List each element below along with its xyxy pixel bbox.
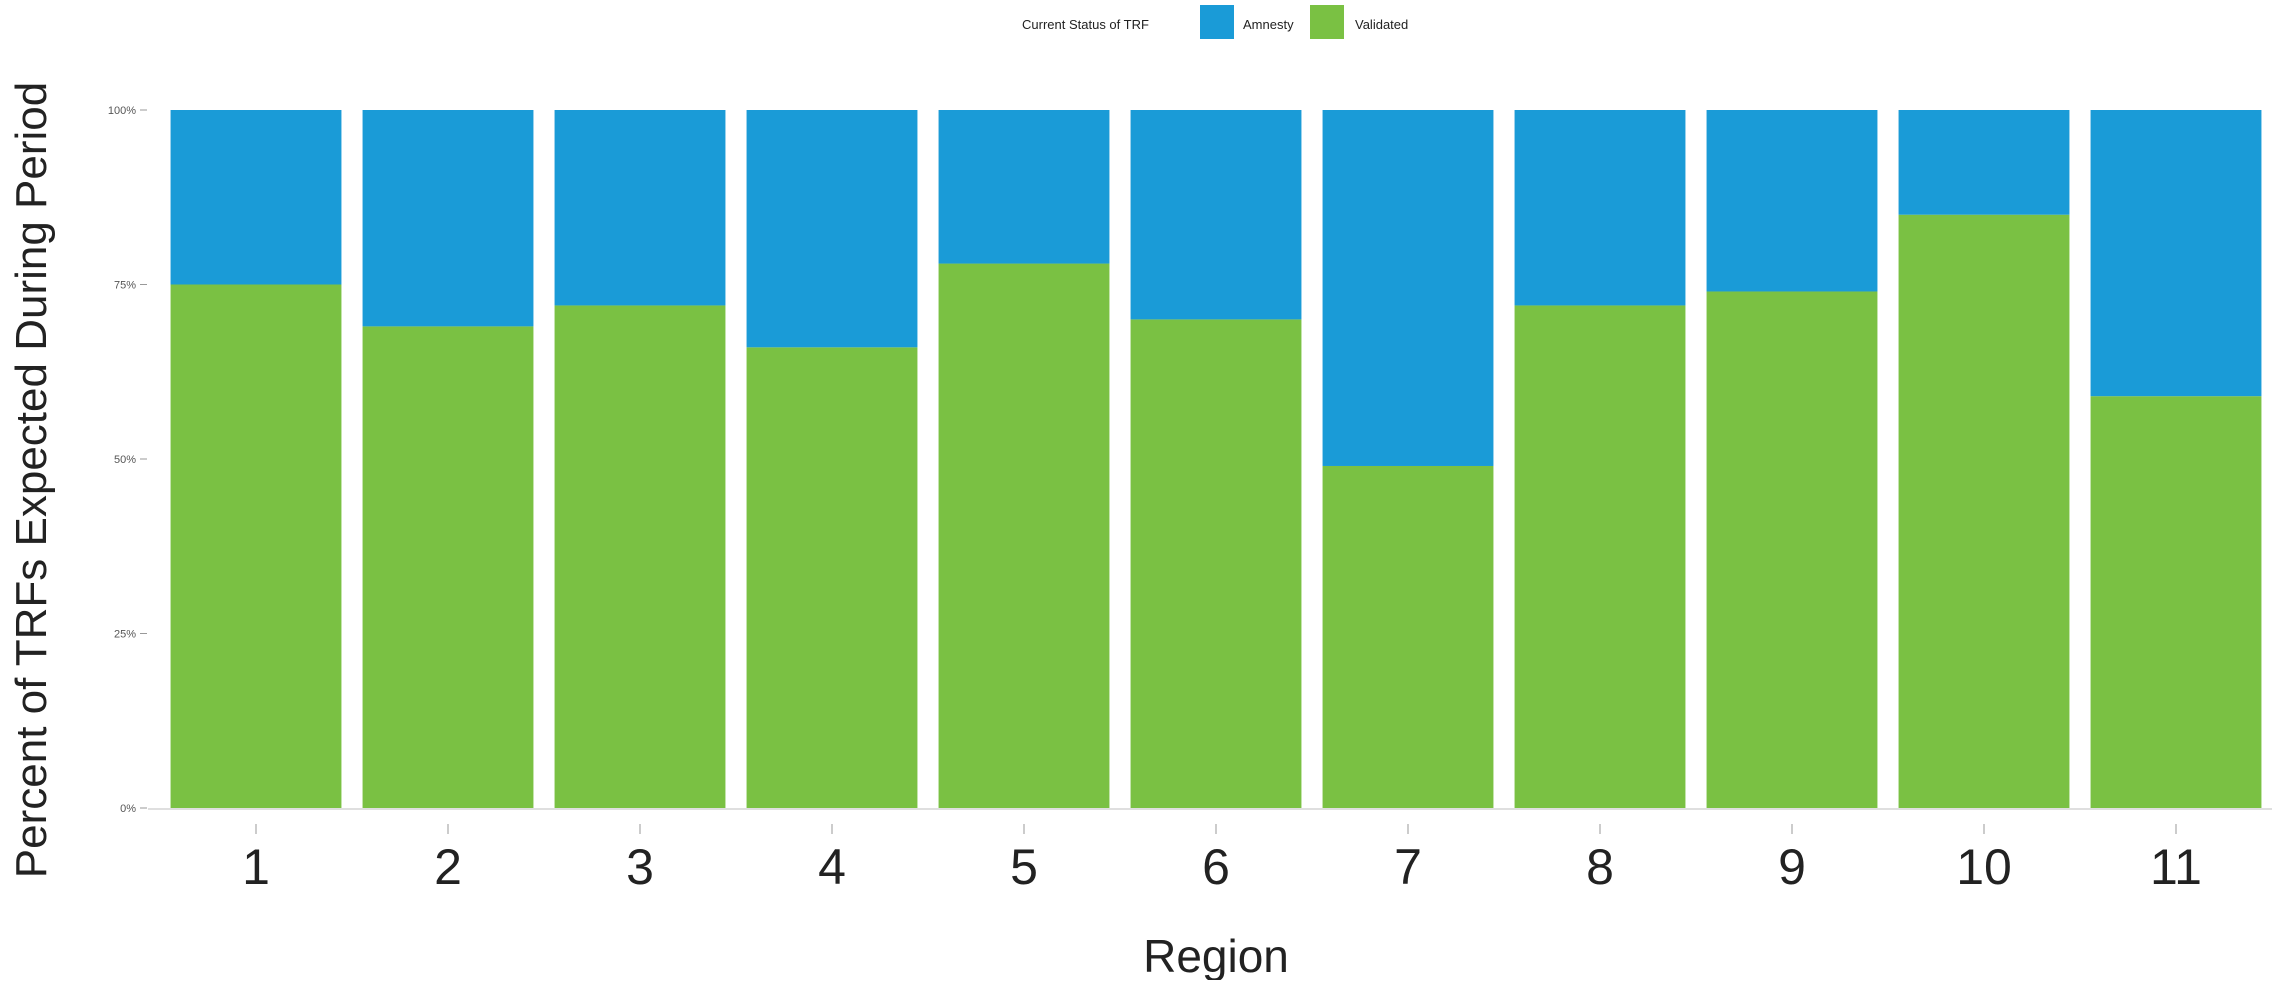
bar-amnesty-region-7 — [1322, 110, 1494, 466]
bar-validated-region-1 — [170, 284, 342, 808]
y-tick-label: 100% — [108, 105, 136, 117]
bars — [170, 110, 2262, 809]
bar-amnesty-region-10 — [1898, 110, 2070, 215]
bar-amnesty-region-5 — [938, 110, 1110, 264]
y-tick-label: 75% — [114, 280, 136, 292]
y-axis: 0% 25% 50% 75% 100% — [108, 105, 147, 815]
bar-validated-region-2 — [362, 326, 534, 808]
bar-amnesty-region-11 — [2090, 110, 2262, 397]
legend: Current Status of TRF Amnesty Validated — [1022, 5, 1408, 39]
y-axis-title: Percent of TRFs Expected During Period — [7, 82, 56, 878]
bar-amnesty-region-4 — [746, 110, 918, 348]
x-tick-label-region-6: 6 — [1202, 839, 1230, 895]
x-tick-label-region-1: 1 — [242, 839, 270, 895]
bar-validated-region-10 — [1898, 214, 2070, 808]
legend-key-validated — [1310, 5, 1344, 39]
x-axis-title: Region — [1143, 930, 1289, 980]
bar-amnesty-region-2 — [362, 110, 534, 327]
x-tick-label-region-10: 10 — [1956, 839, 2012, 895]
y-tick-label: 0% — [120, 803, 136, 815]
legend-label-amnesty: Amnesty — [1243, 17, 1294, 32]
y-tick-label: 25% — [114, 629, 136, 641]
bar-amnesty-region-6 — [1130, 110, 1302, 320]
x-tick-label-region-9: 9 — [1778, 839, 1806, 895]
bar-validated-region-11 — [2090, 396, 2262, 808]
x-tick-label-region-4: 4 — [818, 839, 846, 895]
x-tick-label-region-11: 11 — [2150, 839, 2202, 895]
x-tick-label-region-7: 7 — [1394, 839, 1422, 895]
bar-amnesty-region-1 — [170, 110, 342, 285]
x-tick-label-region-5: 5 — [1010, 839, 1038, 895]
bar-validated-region-9 — [1706, 291, 1878, 809]
bar-validated-region-8 — [1514, 305, 1686, 808]
bar-validated-region-6 — [1130, 319, 1302, 808]
bar-amnesty-region-8 — [1514, 110, 1686, 306]
legend-label-validated: Validated — [1355, 17, 1408, 32]
bar-validated-region-7 — [1322, 465, 1494, 808]
legend-key-amnesty — [1200, 5, 1234, 39]
x-tick-label-region-8: 8 — [1586, 839, 1614, 895]
bar-validated-region-5 — [938, 263, 1110, 808]
bar-amnesty-region-3 — [554, 110, 726, 306]
x-tick-label-region-2: 2 — [434, 839, 462, 895]
bar-validated-region-3 — [554, 305, 726, 808]
bar-amnesty-region-9 — [1706, 110, 1878, 292]
x-axis: 1 2 3 4 5 6 7 8 9 10 11 — [148, 808, 2272, 895]
x-tick-label-region-3: 3 — [626, 839, 654, 895]
y-tick-label: 50% — [114, 454, 136, 466]
bar-validated-region-4 — [746, 347, 918, 808]
legend-title: Current Status of TRF — [1022, 17, 1149, 32]
